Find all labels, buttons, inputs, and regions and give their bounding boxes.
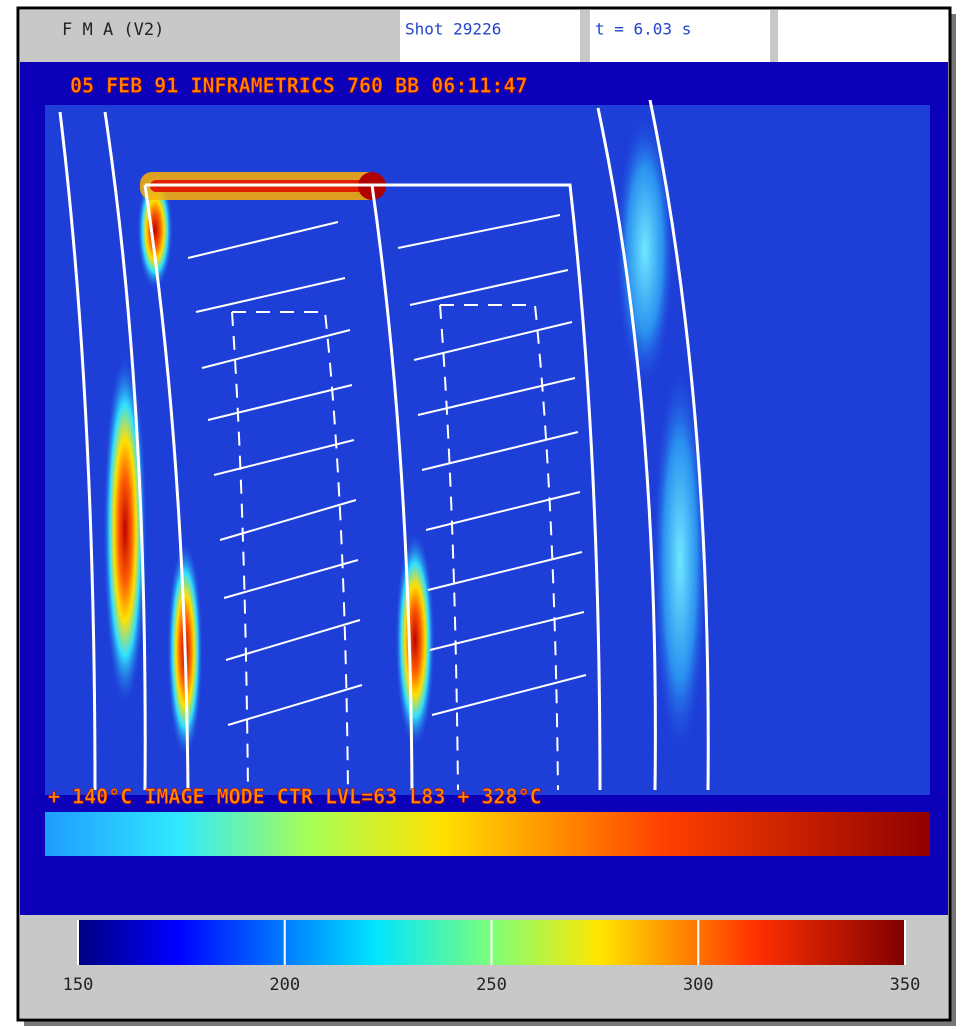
colorbar-tick-label: 350 xyxy=(890,975,921,995)
colorbar-tick-label: 300 xyxy=(683,975,714,995)
shot-number: Shot 29226 xyxy=(405,20,501,39)
colorbar-tick-label: 250 xyxy=(476,975,507,995)
image-status: + 140°C IMAGE MODE CTR LVL=63 L83 + 328°… xyxy=(48,785,542,809)
app-title: F M A (V2) xyxy=(62,20,164,40)
colorbar-tick-label: 200 xyxy=(269,975,300,995)
image-palette xyxy=(45,812,930,856)
shot-time: t = 6.03 s xyxy=(595,20,691,39)
blank-box xyxy=(778,10,948,62)
screen: F M A (V2) Shot 29226 t = 6.03 s 05 FEB … xyxy=(0,0,963,1029)
colorbar-tick-label: 150 xyxy=(63,975,94,995)
image-timestamp: 05 FEB 91 INFRAMETRICS 760 BB 06:11:47 xyxy=(70,74,528,98)
